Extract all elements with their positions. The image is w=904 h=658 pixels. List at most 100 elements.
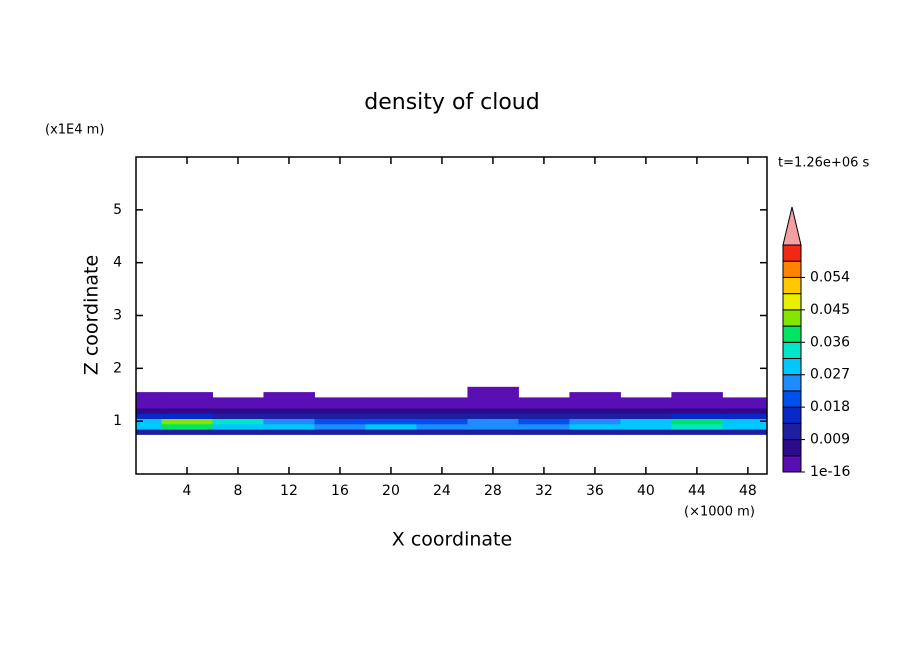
contour-cell [416,407,468,414]
contour-cell [722,429,767,435]
contour-cell [161,392,213,398]
y-unit: (x1E4 m) [45,123,104,138]
y-tick-label: 1 [113,413,122,429]
contour-cell [212,429,264,435]
contour-cell [416,429,468,435]
contour-cell [518,429,570,435]
contour-cell [467,423,519,430]
contour-cell [161,402,213,409]
x-tick-label: 24 [433,483,451,499]
contour-cell [569,397,621,404]
colorbar-tick-label: 1e-16 [810,464,850,480]
contour-cell [620,434,671,440]
contour-cell [365,387,416,393]
contour-cell [136,407,162,414]
contour-cell [467,386,519,393]
contour-cell [263,387,314,393]
contour-cell [212,392,263,398]
contour-cell [263,429,315,435]
contour-cell [263,407,315,414]
x-tick-label: 16 [331,483,349,499]
colorbar-tick-label: 0.009 [810,432,850,448]
contour-cell [722,402,767,409]
colorbar-segment [782,455,802,473]
contour-cell [722,387,773,393]
contour-cell [416,423,468,430]
contour-cell [722,434,773,440]
colorbar-tick-label: 0.045 [810,302,850,318]
contour-cell [620,413,672,420]
contour-cell [620,407,672,414]
contour-cell [314,434,365,440]
contour-cell [569,418,621,425]
contour-cell [722,423,767,430]
x-tick-label: 44 [688,483,706,499]
x-tick-label: 20 [382,483,400,499]
contour-cell [722,418,767,425]
x-tick-label: 28 [484,483,502,499]
contour-cell [136,397,162,404]
contour-cell [416,434,467,440]
x-tick-label: 4 [183,483,192,499]
contour-cell [212,423,264,430]
contour-cell [620,429,672,435]
contour-cell [365,397,417,404]
contour-cell [136,418,162,425]
contour-cell [365,423,417,430]
contour-cell [518,423,570,430]
y-tick-label: 5 [113,202,122,218]
contour-cell [161,397,213,404]
contour-cell [314,397,366,404]
contour-cell [467,429,519,435]
contour-cell [722,413,767,420]
x-tick-label: 48 [739,483,757,499]
colorbar-segment [782,422,802,441]
contour-cell [467,418,519,425]
colorbar-tick-label: 0.027 [810,367,850,383]
contour-cell [671,423,723,430]
y-tick-label: 4 [113,255,122,271]
contour-cell [620,392,671,398]
contour-cell [314,402,366,409]
contour-cell [365,418,417,425]
contour-cell [263,402,315,409]
contour-cell [467,392,519,398]
colorbar-tick-label: 0.036 [810,334,850,350]
contour-cell [671,418,723,425]
contour-cell [671,387,722,393]
contour-cell [518,418,570,425]
contour-cell [212,407,264,414]
colorbar-segment [782,390,802,408]
colorbar-segment [782,358,802,376]
colorbar-segment [782,309,802,327]
colorbar-segment [782,341,802,359]
contour-cell [671,397,723,404]
contour-cell [136,423,162,430]
contour-cell [314,413,366,420]
contour-cell [365,429,417,435]
contour-cell [416,413,468,420]
contour-cell [212,387,263,393]
contour-cell [569,413,621,420]
contour-cell [671,407,723,414]
contour-cell [620,397,672,404]
contour-cell [416,418,468,425]
contour-cell [671,434,722,440]
x-tick-label: 32 [535,483,553,499]
y-tick-label: 3 [113,308,122,324]
contour-cell [671,413,723,420]
contour-cell [467,407,519,414]
contour-cell [136,429,162,435]
contour-cell [161,413,213,420]
contour-cell [569,392,621,398]
contour-cell [212,402,264,409]
colorbar-segment [782,374,802,392]
colorbar-segment [782,276,802,295]
contour-cell [161,434,212,440]
contour-cell [620,387,671,393]
contour-cell [671,402,723,409]
contour-cell [569,407,621,414]
contour-cell [161,407,213,414]
colorbar-segment [782,244,802,262]
